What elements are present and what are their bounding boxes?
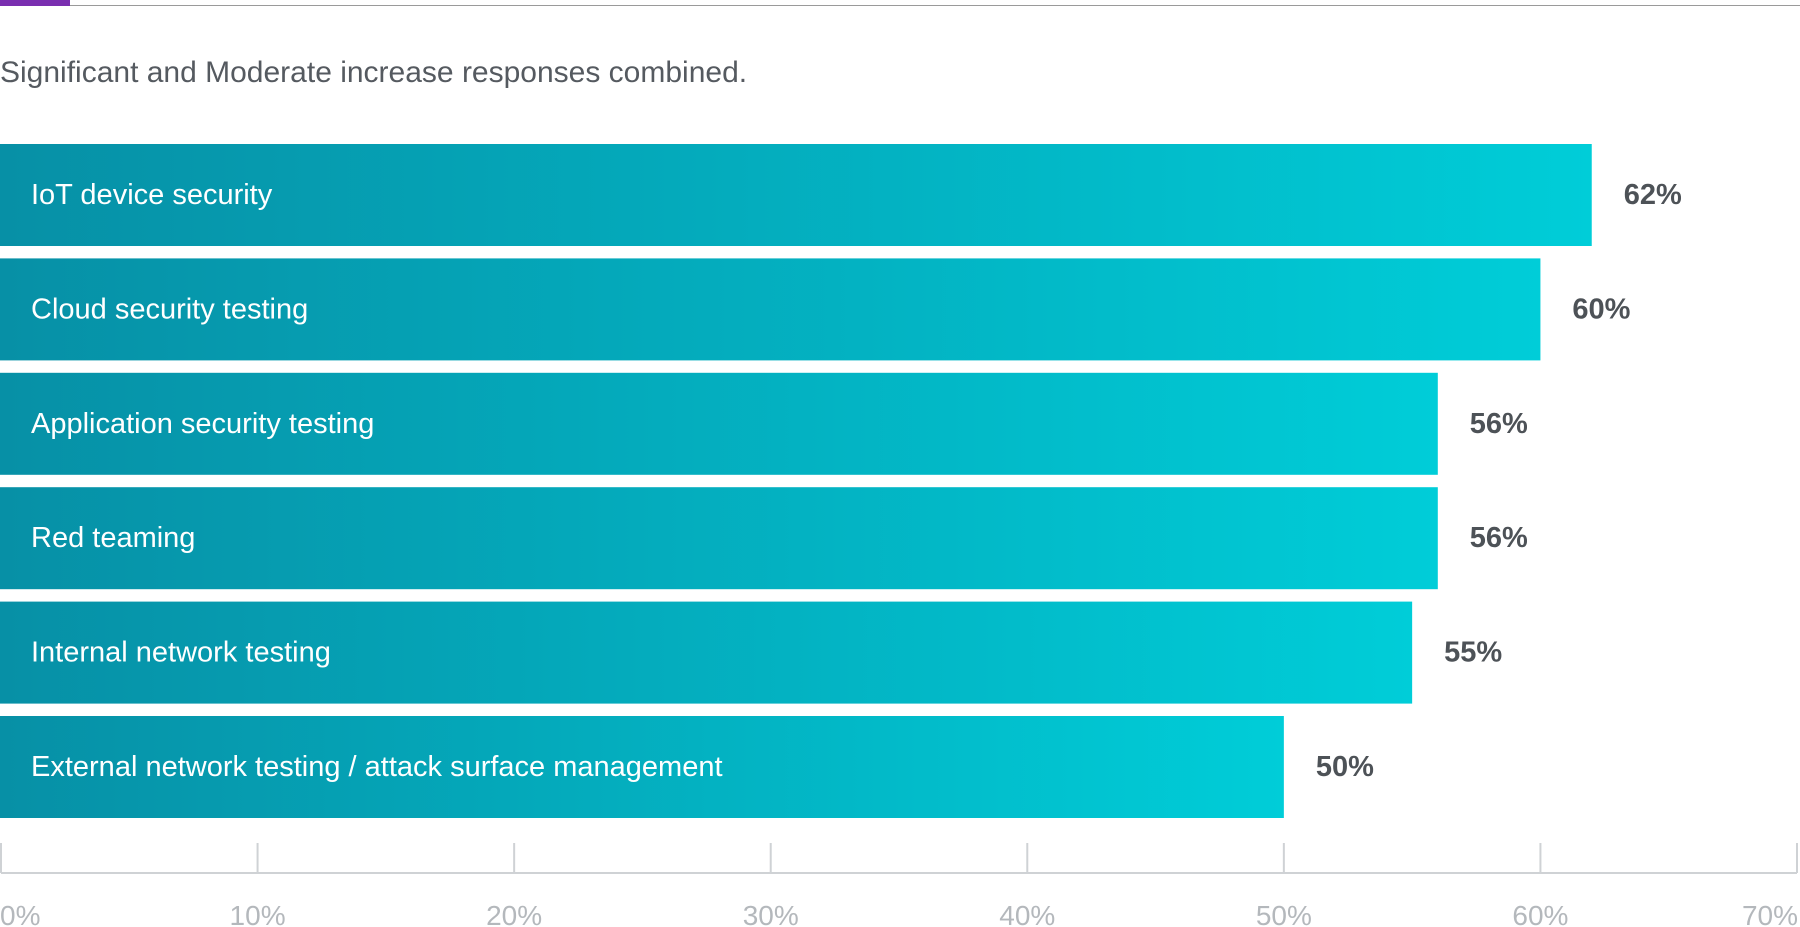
x-axis-tick-label: 60% <box>1512 900 1568 927</box>
bars-group: IoT device security 62% Cloud security tes… <box>0 144 1682 818</box>
bar-category-label: Application security testing <box>31 408 374 440</box>
bar-value-label: 55% <box>1444 637 1502 669</box>
bar-value-label: 56% <box>1470 408 1528 440</box>
x-axis-tick-label: 10% <box>230 900 286 927</box>
x-axis-tick-label: 40% <box>999 900 1055 927</box>
bar-category-label: Red teaming <box>31 522 195 554</box>
x-axis-tick-label: 70% <box>1742 900 1798 927</box>
bar <box>0 487 1438 590</box>
x-axis-tick-label: 20% <box>486 900 542 927</box>
bar-value-label: 56% <box>1470 522 1528 554</box>
top-rule <box>0 5 1800 6</box>
bar-value-label: 60% <box>1572 293 1630 325</box>
chart-subtitle: Significant and Moderate increase respon… <box>0 56 748 89</box>
bar <box>0 258 1541 361</box>
top-accent-bar <box>0 0 70 6</box>
x-axis-tick-label: 30% <box>743 900 799 927</box>
bar-category-label: External network testing / attack surfac… <box>31 751 723 783</box>
x-axis-tick-label: 0% <box>0 900 40 927</box>
bar-category-label: IoT device security <box>31 179 273 211</box>
bar-category-label: Cloud security testing <box>31 293 308 325</box>
x-axis: 0% 10% 20% 30% 40% 50% 60% 70% <box>0 843 1798 927</box>
bar-category-label: Internal network testing <box>31 637 331 669</box>
bar-value-label: 50% <box>1316 751 1374 783</box>
bar <box>0 144 1592 246</box>
bar <box>0 716 1284 818</box>
bar-value-label: 62% <box>1624 179 1682 211</box>
bar <box>0 601 1413 704</box>
bar <box>0 372 1438 475</box>
x-axis-tick-label: 50% <box>1256 900 1312 927</box>
